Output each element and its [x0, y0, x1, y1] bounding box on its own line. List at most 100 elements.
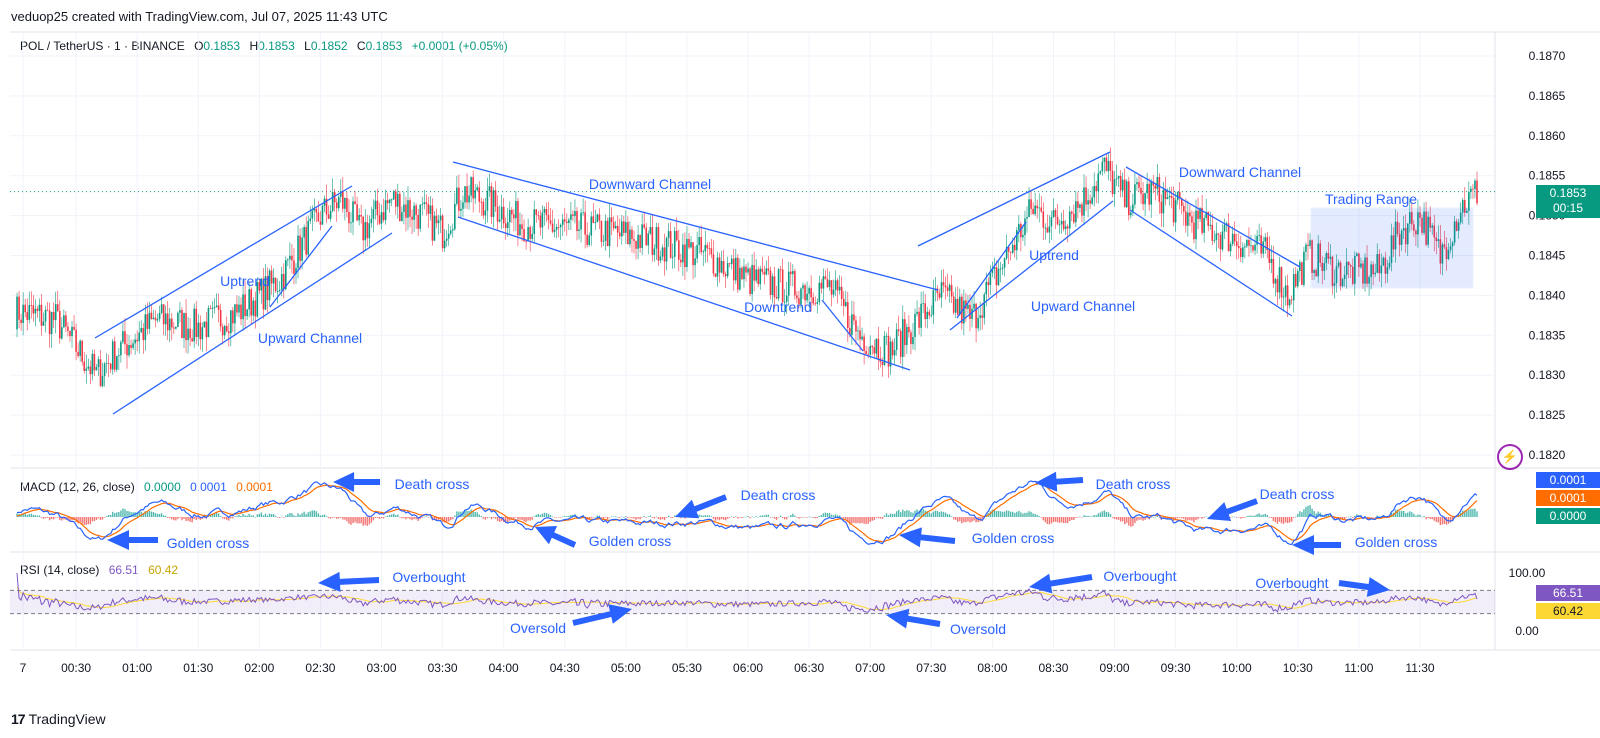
macd-histogram-bar [81, 517, 83, 524]
candle-body [148, 312, 151, 329]
price-tick-label: 0.1870 [1529, 49, 1566, 63]
macd-histogram-bar [965, 517, 967, 523]
candle-body [1423, 211, 1425, 233]
macd-histogram-bar [152, 512, 155, 517]
candle-body [287, 259, 289, 261]
candle-body [91, 353, 94, 375]
candle-body [787, 271, 790, 296]
candle-body [517, 201, 519, 236]
lightning-icon[interactable]: ⚡ [1497, 444, 1523, 470]
candle-body [789, 271, 792, 275]
candle-body [1211, 224, 1214, 241]
candle-body [44, 309, 47, 322]
macd-histogram-bar [771, 516, 774, 518]
rsi-price-tag: 66.51 [1536, 585, 1600, 601]
macd-legend[interactable]: MACD (12, 26, close) 0.0000 0.0001 0.000… [20, 480, 273, 494]
macd-histogram-bar [429, 516, 432, 518]
macd-histogram-bar [1429, 517, 1431, 519]
candle-body [213, 307, 216, 308]
rsi-legend-label: RSI (14, close) [20, 563, 100, 577]
macd-histogram-bar [1030, 511, 1032, 517]
macd-histogram-bar [364, 517, 366, 525]
candle-body [405, 204, 407, 218]
candle-body [142, 328, 145, 341]
candle-body [802, 285, 804, 289]
macd-histogram-bar [655, 516, 658, 518]
candle-body [1128, 181, 1130, 216]
candle-body [798, 298, 800, 305]
macd-histogram-bar [336, 517, 338, 519]
candle-body [120, 342, 122, 356]
candle-body [645, 227, 648, 246]
macd-histogram-bar [505, 517, 507, 523]
candle-body [1384, 257, 1387, 274]
rsi-ma-price-tag: 60.42 [1536, 603, 1600, 619]
candle-body [232, 310, 234, 324]
macd-histogram-bar [423, 516, 425, 518]
macd-histogram-bar [891, 514, 894, 517]
oversold-label: Oversold [510, 620, 566, 636]
macd-histogram-bar [1136, 517, 1138, 521]
macd-histogram-bar [1095, 515, 1097, 517]
tradingview-logo[interactable]: 17 TradingView [11, 711, 106, 727]
macd-histogram-bar [749, 517, 751, 519]
channel-lower-line [1129, 209, 1293, 317]
candle-body [1040, 207, 1043, 212]
macd-histogram-bar [1199, 517, 1201, 518]
candle-body [608, 217, 611, 247]
candle-body [401, 212, 403, 221]
candle-body [753, 265, 755, 281]
candle-body [832, 289, 835, 295]
candle-body [926, 311, 929, 319]
candle-body [696, 245, 698, 259]
candle-body [620, 221, 623, 237]
macd-histogram-bar [1193, 517, 1195, 523]
macd-histogram-bar [1409, 511, 1411, 517]
candle-body [973, 303, 975, 309]
macd-histogram-bar [77, 517, 79, 524]
macd-histogram-bar [822, 513, 825, 517]
macd-histogram-bar [590, 517, 592, 519]
candle-body [1058, 224, 1061, 226]
macd-histogram-bar [342, 517, 344, 520]
candle-body [207, 308, 210, 338]
rsi-legend[interactable]: RSI (14, close) 66.51 60.42 [20, 563, 178, 577]
macd-histogram-bar [908, 510, 910, 517]
candle-body [749, 268, 751, 295]
macd-histogram-bar [1075, 517, 1077, 518]
candle-body [1360, 263, 1362, 268]
candle-body [885, 335, 888, 337]
macd-histogram-bar [307, 512, 309, 517]
macd-histogram-bar [651, 517, 654, 518]
candle-body [366, 222, 369, 239]
macd-histogram-bar [1350, 516, 1352, 517]
macd-histogram-bar [1042, 517, 1044, 521]
candle-body [177, 312, 179, 327]
candle-body [195, 308, 198, 337]
candle-body [1056, 216, 1059, 225]
macd-histogram-bar [411, 517, 413, 521]
candle-body [818, 282, 821, 303]
macd-histogram-bar [1164, 517, 1167, 519]
candle-body [118, 355, 120, 357]
candle-body [875, 338, 878, 354]
chart-canvas[interactable]: Uptrend Upward Channel Downward Channel Dow… [0, 0, 1600, 700]
symbol-title[interactable]: POL / TetherUS · 1 · BINANCE [20, 39, 185, 53]
candle-body [1164, 189, 1167, 200]
macd-histogram-bar [124, 509, 126, 517]
macd-histogram-bar [1014, 512, 1016, 517]
macd-histogram-bar [63, 517, 65, 520]
macd-histogram-bar [1128, 517, 1130, 526]
rsi-tick-label: 100.00 [1509, 566, 1546, 580]
macd-histogram-bar [1012, 511, 1014, 517]
candle-body [164, 313, 167, 325]
candle-body [109, 363, 112, 370]
candle-body [1476, 180, 1478, 204]
candle-body [1415, 230, 1417, 235]
candle-body [242, 294, 244, 320]
macd-histogram-bar [382, 517, 385, 519]
candle-body [348, 211, 350, 224]
macd-histogram-bar [1083, 515, 1085, 517]
macd-histogram-bar [952, 517, 955, 520]
candle-body [700, 237, 703, 253]
